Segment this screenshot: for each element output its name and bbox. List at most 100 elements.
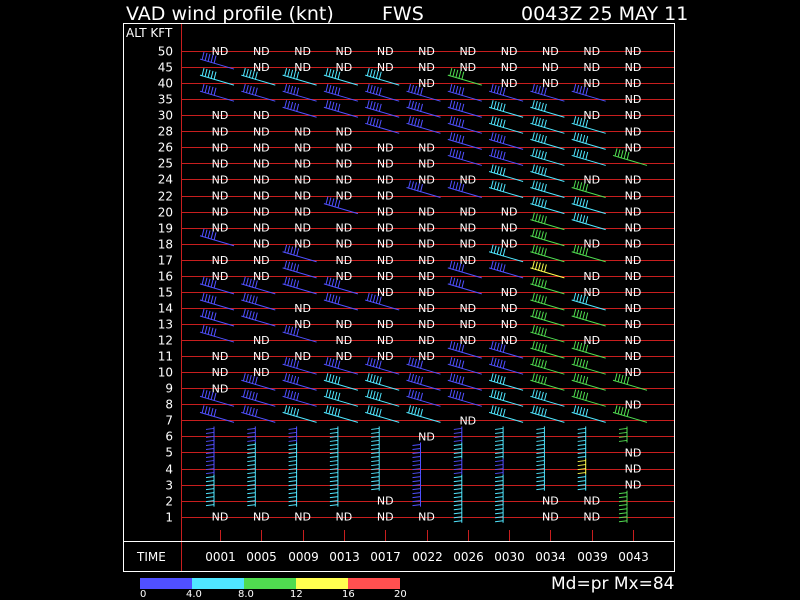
wind-barb [371, 458, 380, 475]
no-data-label: ND [253, 511, 270, 524]
color-scale-swatch [192, 578, 244, 589]
altitude-tick-label: 5 [165, 446, 173, 460]
no-data-label: ND [212, 366, 229, 379]
no-data-label: ND [336, 238, 353, 251]
wind-barb [530, 228, 565, 247]
wind-barb [447, 180, 482, 199]
no-data-label: ND [377, 157, 394, 170]
no-data-label: ND [253, 61, 270, 74]
x-axis-label: TIME [136, 550, 166, 564]
altitude-tick-label: 15 [158, 286, 173, 300]
wind-barb [247, 458, 256, 475]
no-data-label: ND [583, 511, 600, 524]
altitude-tick-label: 16 [158, 270, 173, 284]
no-data-label: ND [253, 254, 270, 267]
no-data-label: ND [212, 190, 229, 203]
wind-barb [571, 244, 606, 263]
wind-barb [447, 389, 482, 407]
no-data-label: ND [377, 222, 394, 235]
wind-barb [282, 244, 317, 263]
no-data-label: ND [253, 190, 270, 203]
no-data-label: ND [377, 173, 394, 186]
no-data-label: ND [459, 414, 476, 427]
wind-barb [488, 405, 524, 423]
wind-barb [488, 100, 524, 118]
wind-barb [247, 474, 256, 491]
no-data-label: ND [418, 302, 435, 315]
wind-barb [447, 276, 482, 295]
no-data-label: ND [377, 318, 394, 331]
wind-barb [247, 442, 256, 459]
no-data-label: ND [542, 45, 559, 58]
wind-barb [530, 276, 565, 295]
wind-barb [447, 116, 482, 134]
wind-barb [530, 132, 565, 150]
wind-barb [571, 196, 606, 215]
plot-frame [123, 23, 675, 572]
wind-barb [282, 260, 317, 279]
time-tick-label: 0013 [329, 550, 360, 564]
no-data-label: ND [212, 157, 229, 170]
no-data-label: ND [625, 45, 642, 58]
altitude-tick-label: 2 [165, 495, 173, 509]
no-data-label: ND [459, 206, 476, 219]
wind-barb [282, 324, 317, 343]
no-data-label: ND [253, 222, 270, 235]
no-data-label: ND [625, 93, 642, 106]
altitude-tick-label: 14 [158, 302, 173, 316]
time-tick-label: 0022 [412, 550, 443, 564]
no-data-label: ND [336, 45, 353, 58]
no-data-label: ND [418, 157, 435, 170]
no-data-label: ND [501, 206, 518, 219]
no-data-label: ND [418, 350, 435, 363]
no-data-label: ND [583, 238, 600, 251]
wind-barb [406, 357, 441, 375]
wind-barb [323, 196, 359, 215]
wind-barb [571, 341, 606, 359]
wind-barb [447, 84, 482, 102]
wind-barb [488, 84, 524, 102]
no-data-label: ND [625, 222, 642, 235]
altitude-tick-label: 8 [165, 398, 173, 412]
wind-barb [530, 292, 565, 311]
no-data-label: ND [294, 125, 311, 138]
no-data-label: ND [377, 511, 394, 524]
no-data-label: ND [253, 173, 270, 186]
no-data-label: ND [418, 206, 435, 219]
no-data-label: ND [418, 318, 435, 331]
no-data-label: ND [336, 125, 353, 138]
no-data-label: ND [625, 447, 642, 460]
wind-barb [199, 276, 235, 295]
time-tick-label: 0001 [205, 550, 236, 564]
no-data-label: ND [212, 109, 229, 122]
no-data-label: ND [583, 270, 600, 283]
wind-barb [371, 474, 380, 491]
wind-observations: ND ND ND ND ND ND ND ND ND ND ND ND ND ND ND ND ND ND ND ND… [199, 45, 648, 524]
no-data-label: ND [336, 190, 353, 203]
wind-barb [365, 292, 400, 311]
no-data-label: ND [583, 61, 600, 74]
no-data-label: ND [625, 479, 642, 492]
altitude-tick-label: 25 [158, 157, 173, 171]
no-data-label: ND [377, 45, 394, 58]
wind-barb [365, 116, 400, 134]
wind-barb [241, 308, 276, 327]
wind-barb [536, 442, 545, 459]
no-data-label: ND [253, 141, 270, 154]
wind-barb [453, 442, 463, 459]
no-data-label: ND [583, 334, 600, 347]
wind-barb [618, 490, 628, 507]
altitude-tick-label: 24 [158, 173, 173, 187]
no-data-label: ND [459, 222, 476, 235]
no-data-label: ND [212, 206, 229, 219]
wind-barb [241, 373, 276, 391]
wind-barb [288, 458, 298, 475]
wind-barb [199, 84, 235, 102]
no-data-label: ND [294, 45, 311, 58]
color-scale-label: 16 [342, 589, 355, 600]
wind-barb [530, 212, 565, 231]
no-data-label: ND [501, 302, 518, 315]
no-data-label: ND [625, 318, 642, 331]
wind-barb [365, 100, 400, 118]
no-data-label: ND [336, 222, 353, 235]
